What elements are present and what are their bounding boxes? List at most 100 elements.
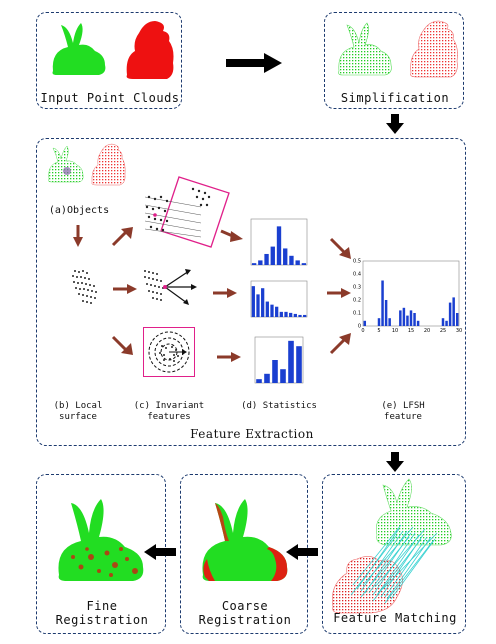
histogram-middle	[250, 280, 308, 318]
histogram-bar	[264, 253, 269, 265]
arrow-to-lfsh-mid-icon	[327, 288, 351, 298]
lfsh-histogram: 0 5 10 15 20 25 30 0 0.1 0.2 0.3 0.4 0.5	[353, 259, 462, 335]
target-bunny-sparse	[410, 20, 458, 78]
source-bunny-solid	[52, 23, 106, 75]
histogram-bar	[256, 294, 260, 317]
histogram-bar	[452, 297, 455, 326]
y-tick-label: 0.5	[353, 259, 361, 265]
arrow-left-2-icon	[286, 544, 318, 560]
histogram-bottom	[254, 336, 304, 384]
coarse-registration-bunny	[202, 499, 288, 581]
histogram-bar	[251, 263, 257, 265]
histogram-bar	[275, 306, 279, 317]
local-surface-label: (b) Local surface	[43, 401, 113, 423]
histogram-bar	[381, 280, 384, 326]
coarse-registration-panel: Coarse Registration	[180, 474, 308, 634]
histogram-bar	[413, 313, 416, 326]
x-tick-label: 0	[361, 328, 364, 334]
histogram-bar	[284, 311, 288, 317]
histogram-bar	[289, 312, 293, 317]
coarse-label-line1: Coarse	[221, 599, 269, 613]
x-tick-label: 20	[424, 328, 430, 334]
histogram-bar	[388, 318, 391, 326]
histogram-bar	[276, 226, 282, 265]
arrow-right-icon	[226, 53, 282, 73]
feature-matching-figure	[332, 478, 452, 614]
local-surface-label-line2: surface	[59, 412, 97, 422]
y-tick-label: 0.3	[353, 285, 361, 291]
simplification-panel: Simplification	[324, 12, 464, 109]
histogram-bar	[441, 318, 445, 326]
fine-registration-bunny	[58, 499, 144, 581]
histogram-bar	[448, 302, 452, 326]
histogram-bar	[416, 320, 420, 326]
coarse-label-line2: Registration	[198, 613, 292, 627]
target-bunny-solid	[126, 21, 174, 79]
statistics-label: (d) Statistics	[241, 401, 317, 411]
source-bunny-sparse	[338, 22, 392, 76]
arrow-down-objects-icon	[73, 225, 83, 247]
x-tick-label: 5	[377, 328, 380, 334]
histogram-bar	[261, 288, 265, 317]
arrow-to-lfsh-top-icon	[329, 237, 351, 259]
x-tick-label: 30	[456, 328, 462, 334]
arrow-right-mid-icon	[113, 284, 137, 294]
input-point-clouds-panel: Input Point Clouds	[36, 12, 182, 109]
y-tick-label: 0.1	[353, 311, 361, 317]
x-tick-label: 10	[392, 328, 398, 334]
y-tick-label: 0	[358, 324, 361, 330]
histogram-bar	[303, 314, 307, 317]
histogram-bar	[270, 304, 274, 317]
concentric-circles-figure	[143, 327, 195, 377]
arrow-to-lfsh-bottom-icon	[329, 333, 351, 355]
histogram-bar	[283, 248, 288, 265]
fine-label-line2: Registration	[55, 613, 149, 627]
histogram-bar	[279, 311, 283, 317]
local-surface-label-line1: (b) Local	[53, 401, 103, 411]
arrow-down-icon	[386, 114, 404, 134]
arrow-down-2-icon	[386, 452, 404, 472]
histogram-frame	[250, 280, 308, 318]
histogram-bar	[409, 310, 413, 326]
histogram-bar	[258, 260, 263, 265]
invariant-features-label-line1: (c) Invariant	[133, 401, 205, 411]
histogram-bar	[251, 286, 255, 317]
y-tick-label: 0.4	[353, 272, 361, 278]
arrow-to-stat-mid-icon	[213, 288, 237, 298]
histogram-bar	[455, 313, 459, 326]
projection-plane-figure	[144, 176, 230, 248]
histogram-bar	[399, 310, 402, 326]
histogram-bar	[402, 307, 406, 326]
arrow-up-right-icon	[111, 227, 133, 247]
histogram-bar	[289, 255, 294, 265]
y-tick-label: 0.2	[353, 298, 361, 304]
invariant-features-label: (c) Invariant features	[129, 401, 209, 423]
objects-label: (a)Objects	[48, 205, 110, 216]
coarse-registration-label: Coarse Registration	[181, 599, 309, 627]
invariant-features-label-line2: features	[147, 412, 191, 422]
feature-matching-label: Feature Matching	[333, 611, 457, 625]
lfsh-feature-label: (e) LFSH feature	[363, 401, 443, 423]
source-bunny-object	[48, 145, 84, 183]
feature-extraction-label: Feature Extraction	[190, 427, 314, 441]
x-tick-label: 15	[408, 328, 414, 334]
histogram-bar	[298, 314, 302, 317]
histogram-bar	[301, 263, 307, 265]
arrow-left-1-icon	[144, 544, 176, 560]
arrow-to-stat-bottom-icon	[217, 352, 241, 362]
arrow-down-right-icon	[111, 335, 133, 355]
histogram-bar	[363, 320, 367, 326]
histogram-frame	[254, 336, 304, 384]
histogram-bar	[288, 340, 294, 383]
fine-label-line1: Fine	[86, 599, 118, 613]
histogram-bar	[406, 315, 409, 326]
histogram-bar	[445, 320, 448, 326]
simplification-label: Simplification	[340, 91, 450, 105]
histogram-bar	[272, 360, 278, 383]
feature-extraction-panel: (a)Objects (b) Local surface	[36, 138, 466, 446]
target-bunny-object	[91, 143, 126, 186]
feature-matching-panel: Feature Matching	[322, 474, 466, 634]
local-surface-patch	[72, 270, 97, 304]
lfsh-feature-label-line2: feature	[384, 412, 422, 422]
histogram-bar	[296, 346, 302, 383]
